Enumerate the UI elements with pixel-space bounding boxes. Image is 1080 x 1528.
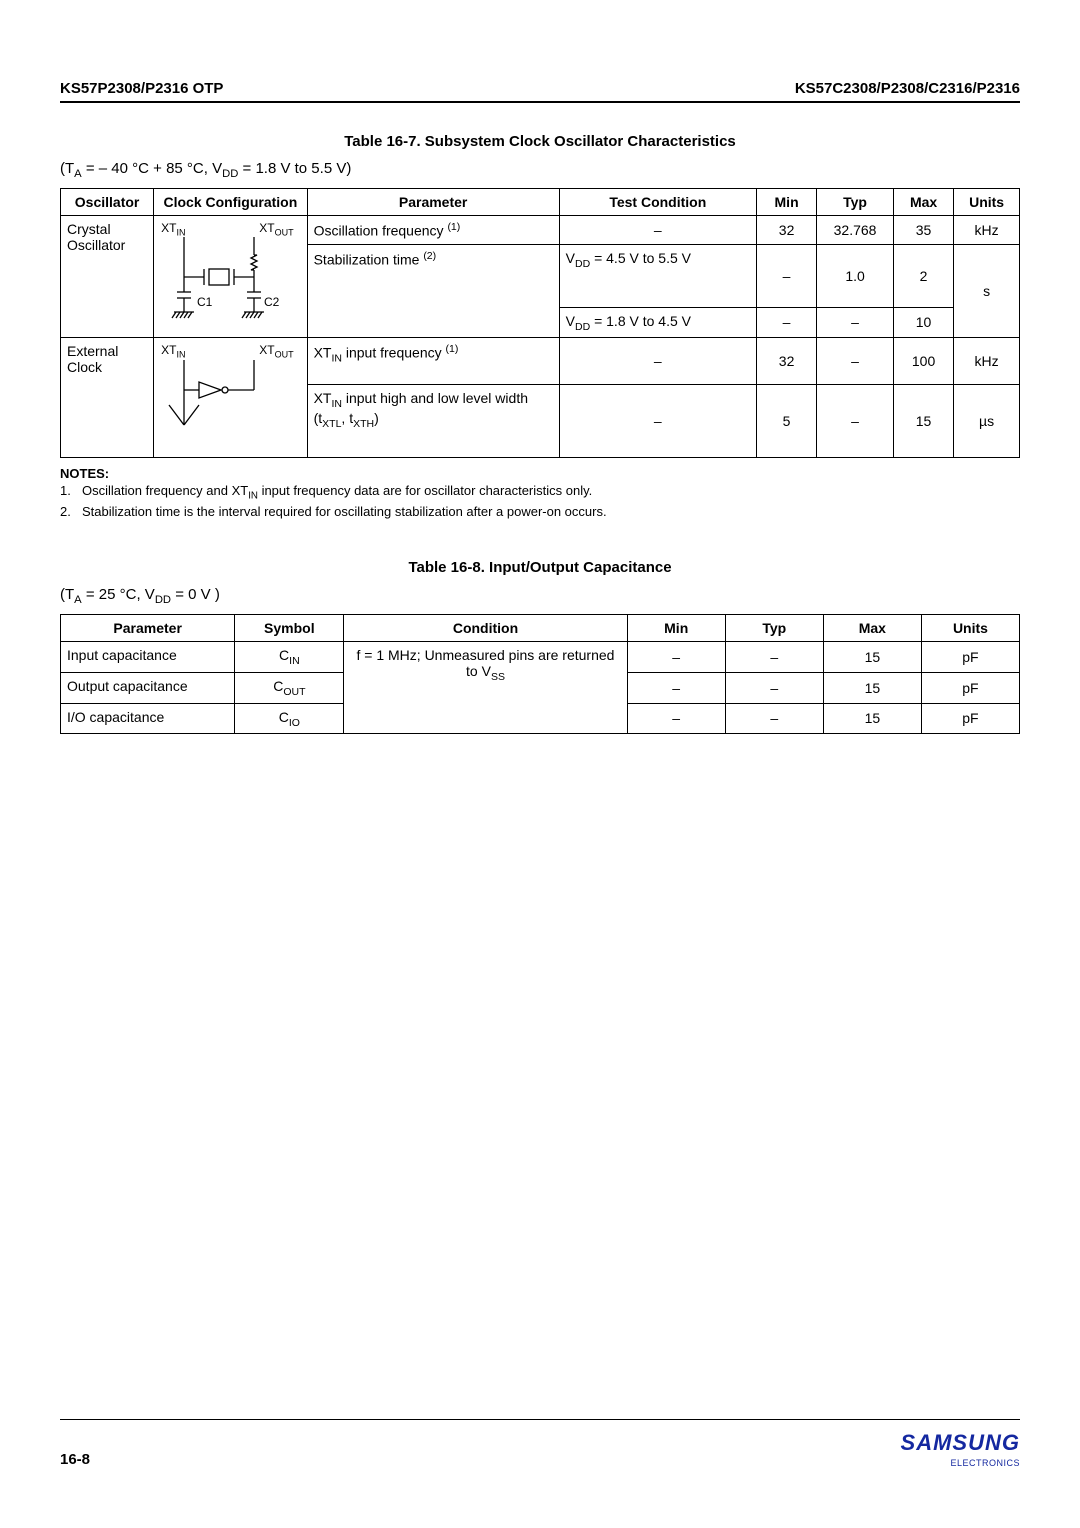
external-clock-cell: External Clock: [61, 338, 154, 458]
th-clock-config: Clock Configuration: [154, 189, 307, 216]
osc-freq-param: Oscillation frequency (1): [307, 216, 559, 245]
samsung-logo: SAMSUNG: [901, 1430, 1020, 1455]
table-row: Crystal Oscillator XTIN XTOUT: [61, 216, 1020, 245]
input-symbol: CIN: [235, 641, 344, 672]
svg-text:C1: C1: [197, 295, 213, 309]
note-2: 2. Stabilization time is the interval re…: [60, 504, 1020, 519]
capacitance-condition: f = 1 MHz; Unmeasured pins are returned …: [344, 641, 627, 733]
th-max: Max: [893, 189, 953, 216]
table-row: External Clock XTIN XTOUT XTIN input: [61, 338, 1020, 385]
note-1: 1. Oscillation frequency and XTIN input …: [60, 483, 1020, 502]
table-header-row: Oscillator Clock Configuration Parameter…: [61, 189, 1020, 216]
table2: Parameter Symbol Condition Min Typ Max U…: [60, 614, 1020, 734]
stab-time-param: Stabilization time (2): [307, 244, 559, 338]
header-left: KS57P2308/P2316 OTP: [60, 80, 223, 97]
io-symbol: CIO: [235, 703, 344, 734]
page-number: 16-8: [60, 1451, 90, 1468]
th-min: Min: [756, 189, 816, 216]
page-header: KS57P2308/P2316 OTP KS57C2308/P2308/C231…: [60, 80, 1020, 103]
output-symbol: COUT: [235, 672, 344, 703]
stab-cond2: VDD = 1.8 V to 4.5 V: [559, 307, 756, 338]
th-oscillator: Oscillator: [61, 189, 154, 216]
table2-title: Table 16-8. Input/Output Capacitance: [60, 559, 1020, 576]
table-row: Input capacitance CIN f = 1 MHz; Unmeasu…: [61, 641, 1020, 672]
osc-freq-units: kHz: [954, 216, 1020, 245]
th-typ: Typ: [817, 189, 894, 216]
samsung-logo-sub: ELECTRONICS: [901, 1458, 1020, 1468]
page-footer: 16-8 SAMSUNG ELECTRONICS: [60, 1419, 1020, 1468]
external-circuit-diagram: [159, 360, 287, 440]
xtin-freq-param: XTIN input frequency (1): [307, 338, 559, 385]
stab-cond1: VDD = 4.5 V to 5.5 V: [559, 244, 756, 307]
external-circuit-cell: XTIN XTOUT: [154, 338, 307, 458]
crystal-circuit-cell: XTIN XTOUT: [154, 216, 307, 338]
table1: Oscillator Clock Configuration Parameter…: [60, 188, 1020, 458]
crystal-osc-cell: Crystal Oscillator: [61, 216, 154, 338]
table1-condition: (TA = – 40 °C + 85 °C, VDD = 1.8 V to 5.…: [60, 160, 1020, 180]
table-header-row: Parameter Symbol Condition Min Typ Max U…: [61, 614, 1020, 641]
th-parameter: Parameter: [307, 189, 559, 216]
xtin-width-param: XTIN input high and low level width (tXT…: [307, 385, 559, 458]
th-units: Units: [954, 189, 1020, 216]
osc-freq-max: 35: [893, 216, 953, 245]
table1-title: Table 16-7. Subsystem Clock Oscillator C…: [60, 133, 1020, 150]
header-right: KS57C2308/P2308/C2316/P2316: [795, 80, 1020, 97]
osc-freq-cond: –: [559, 216, 756, 245]
table2-condition: (TA = 25 °C, VDD = 0 V ): [60, 586, 1020, 606]
notes-section: NOTES: 1. Oscillation frequency and XTIN…: [60, 466, 1020, 519]
notes-title: NOTES:: [60, 466, 1020, 481]
crystal-circuit-diagram: C1 C2: [159, 237, 287, 332]
th-test-condition: Test Condition: [559, 189, 756, 216]
samsung-logo-box: SAMSUNG ELECTRONICS: [901, 1430, 1020, 1468]
osc-freq-typ: 32.768: [817, 216, 894, 245]
svg-text:C2: C2: [264, 295, 280, 309]
osc-freq-min: 32: [756, 216, 816, 245]
